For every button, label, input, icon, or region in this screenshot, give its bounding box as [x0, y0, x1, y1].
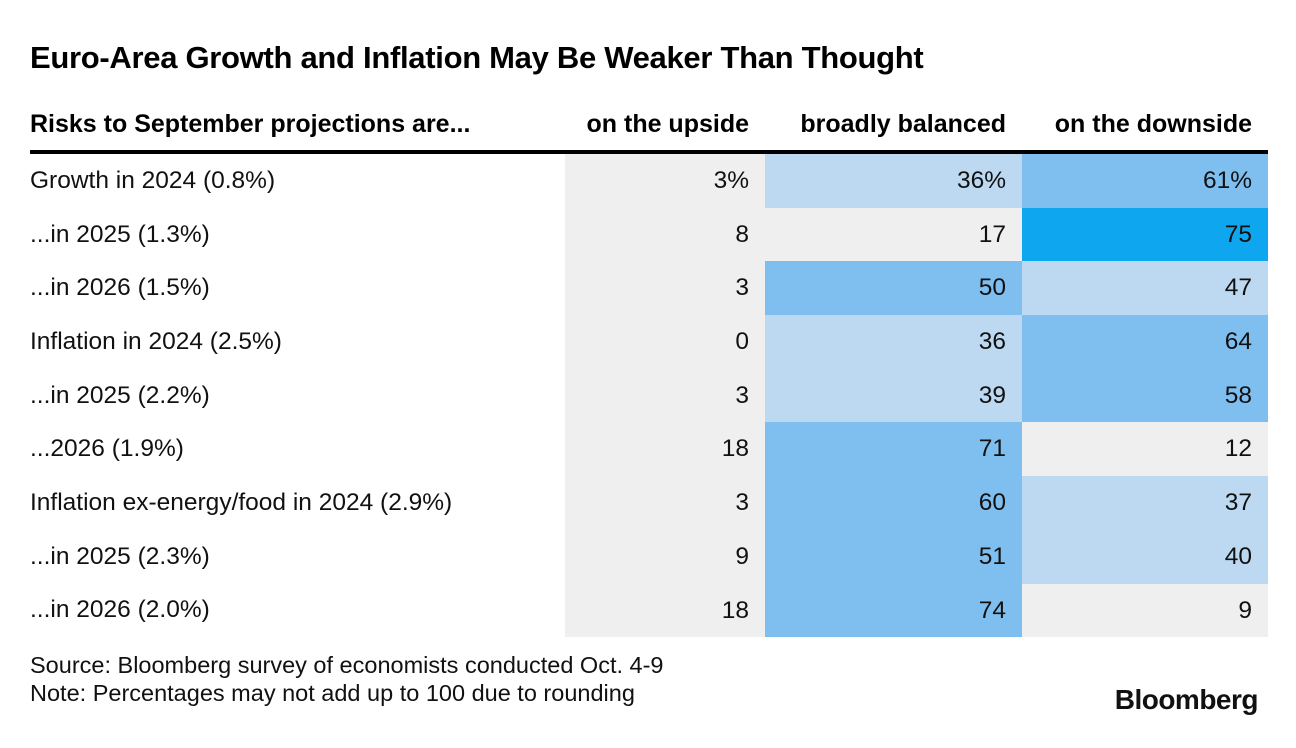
column-header-balanced: broadly balanced — [800, 110, 1006, 138]
value-cell: 3% — [565, 154, 765, 208]
heatmap-table: Risks to September projections are... on… — [30, 103, 1268, 638]
table-body: Growth in 2024 (0.8%) 3% 36% 61% ...in 2… — [30, 154, 1268, 638]
value-cell: 64 — [1022, 315, 1268, 369]
value-cell: 74 — [765, 583, 1022, 638]
table-row: ...in 2026 (2.0%) 18 74 9 — [30, 583, 1268, 638]
value-cell: 61% — [1022, 154, 1268, 208]
value-cell: 0 — [565, 315, 765, 369]
value-cell: 36 — [765, 315, 1022, 369]
value-cell: 3 — [565, 261, 765, 316]
footer: Source: Bloomberg survey of economists c… — [30, 651, 664, 707]
value-cell: 71 — [765, 422, 1022, 477]
value-cell: 50 — [765, 261, 1022, 316]
row-label: ...in 2025 (1.3%) — [30, 220, 565, 249]
value-cell: 36% — [765, 154, 1022, 208]
table-row: Inflation in 2024 (2.5%) 0 36 64 — [30, 315, 1268, 369]
row-label: Inflation in 2024 (2.5%) — [30, 327, 565, 356]
table-row: Growth in 2024 (0.8%) 3% 36% 61% — [30, 154, 1268, 208]
value-cell: 60 — [765, 476, 1022, 530]
table-row: Inflation ex-energy/food in 2024 (2.9%) … — [30, 476, 1268, 530]
table-row: ...in 2026 (1.5%) 3 50 47 — [30, 261, 1268, 316]
value-cell: 17 — [765, 207, 1022, 262]
row-label: ...in 2025 (2.3%) — [30, 542, 565, 571]
value-cell: 47 — [1022, 261, 1268, 316]
column-header-downside: on the downside — [1054, 110, 1252, 138]
row-label: ...2026 (1.9%) — [30, 435, 565, 464]
bloomberg-logo: Bloomberg — [1114, 684, 1259, 715]
row-header-label: Risks to September projections are... — [30, 110, 471, 138]
value-cell: 40 — [1022, 529, 1268, 584]
value-cell: 9 — [565, 529, 765, 584]
table-row: ...2026 (1.9%) 18 71 12 — [30, 422, 1268, 477]
value-cell: 18 — [565, 583, 765, 638]
source-text: Source: Bloomberg survey of economists c… — [30, 652, 664, 678]
table-row: ...in 2025 (2.3%) 9 51 40 — [30, 529, 1268, 584]
table-row: ...in 2025 (2.2%) 3 39 58 — [30, 368, 1268, 423]
row-label: ...in 2025 (2.2%) — [30, 381, 565, 410]
row-label: Inflation ex-energy/food in 2024 (2.9%) — [30, 488, 565, 517]
value-cell: 3 — [565, 476, 765, 530]
value-cell: 3 — [565, 368, 765, 423]
value-cell: 12 — [1022, 422, 1268, 477]
table-row: ...in 2025 (1.3%) 8 17 75 — [30, 207, 1268, 262]
value-cell: 39 — [765, 368, 1022, 423]
value-cell: 58 — [1022, 368, 1268, 423]
table-header-row: Risks to September projections are... on… — [30, 103, 1268, 154]
row-label: Growth in 2024 (0.8%) — [30, 166, 565, 195]
row-label: ...in 2026 (1.5%) — [30, 274, 565, 303]
value-cell: 51 — [765, 529, 1022, 584]
note-text: Note: Percentages may not add up to 100 … — [30, 680, 635, 706]
page-title: Euro-Area Growth and Inflation May Be We… — [30, 40, 924, 75]
value-cell: 18 — [565, 422, 765, 477]
value-cell: 8 — [565, 207, 765, 262]
value-cell: 9 — [1022, 583, 1268, 638]
value-cell: 37 — [1022, 476, 1268, 530]
value-cell: 75 — [1022, 207, 1268, 262]
row-label: ...in 2026 (2.0%) — [30, 596, 565, 625]
column-header-upside: on the upside — [586, 110, 750, 138]
